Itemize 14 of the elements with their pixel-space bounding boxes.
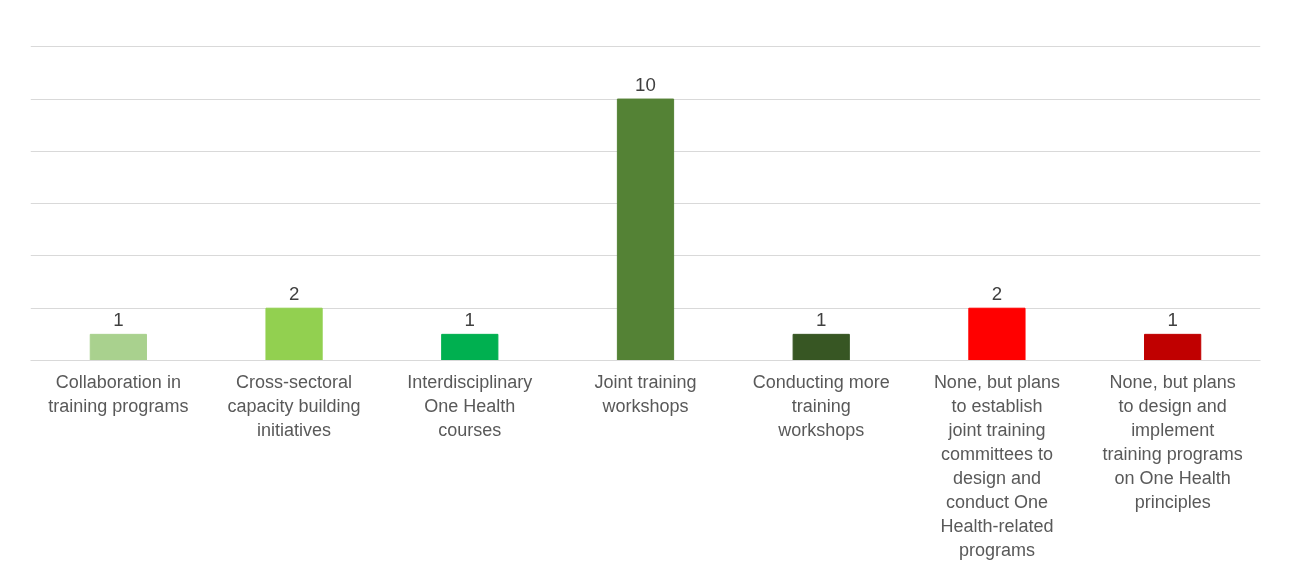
data-label: 2 — [991, 283, 1003, 305]
data-label: 10 — [635, 74, 656, 96]
x-tick-label: Collaboration in training programs — [48, 371, 189, 416]
x-tick-label: None, but plans to design and implement training programs on One Health principles — [1102, 371, 1243, 512]
data-label: 1 — [1167, 309, 1178, 331]
data-label: 1 — [816, 309, 827, 331]
x-tick-label: None, but plans to establish joint training committees to design and conduct One Health-related programs — [933, 371, 1060, 560]
x-tick-label: Conducting more training workshops — [752, 371, 890, 440]
x-tick-label: Cross-sectoral capacity building initiatives — [227, 371, 361, 440]
data-label: 1 — [464, 309, 475, 331]
x-tick-label: Joint training workshops — [594, 371, 697, 416]
data-label: 2 — [288, 283, 300, 305]
x-tick-label: Interdisciplinary One Health courses — [407, 371, 533, 440]
data-label: 1 — [113, 309, 124, 331]
